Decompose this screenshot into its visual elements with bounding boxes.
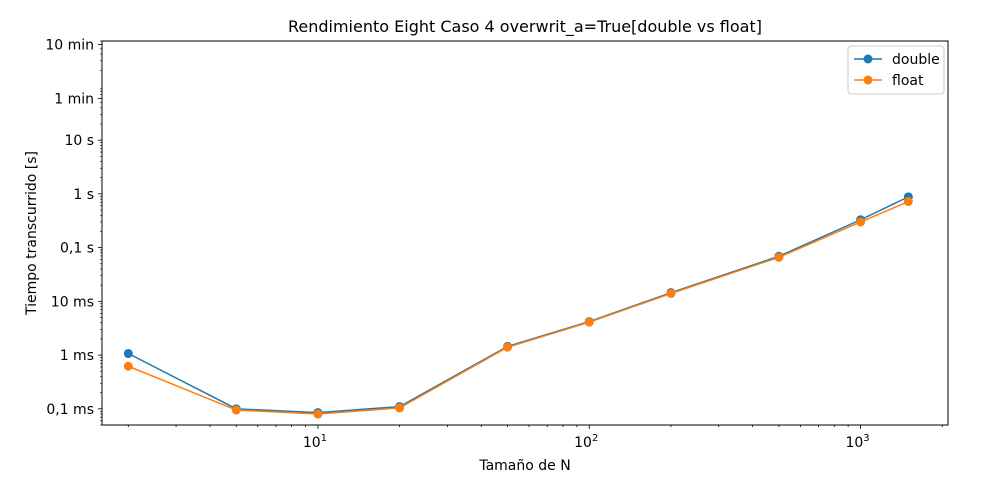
y-tick-label: 1 min [54, 91, 94, 107]
data-point-float [856, 217, 866, 227]
legend: double float [847, 45, 945, 95]
plot-area-frame [101, 40, 949, 426]
legend-swatch-marker [863, 75, 873, 85]
data-point-float [774, 252, 784, 262]
data-point-float [395, 403, 405, 413]
legend-swatch-marker [863, 54, 873, 64]
data-point-float [666, 289, 676, 299]
y-axis-ticks: 0,1 ms 1 ms 10 ms 0,1 s 1 s 10 s 1 min 10 min [45, 38, 102, 426]
x-tick-exponent: 2 [592, 433, 598, 444]
y-tick-label: 10 min [45, 38, 94, 54]
data-point-float [903, 197, 913, 207]
data-point-float [313, 409, 323, 419]
data-point-float [231, 405, 241, 415]
data-point-float [503, 342, 513, 352]
chart-title: Rendimiento Eight Caso 4 overwrit_a=True… [288, 17, 762, 37]
series-layer [123, 192, 913, 419]
legend-label: float [892, 73, 924, 89]
y-tick-label: 10 ms [51, 294, 94, 310]
data-point-float [584, 317, 594, 327]
y-tick-label: 0,1 s [60, 241, 94, 257]
y-tick-label: 10 s [64, 133, 94, 149]
x-axis-label: Tamaño de N [478, 458, 570, 474]
series-line-float [128, 200, 909, 415]
y-axis-label: Tiempo transcurrido [s] [24, 151, 40, 316]
y-tick-label: 1 s [73, 187, 94, 203]
x-tick-exponent: 3 [863, 433, 869, 444]
x-tick-exponent: 1 [321, 433, 327, 444]
legend-label: double [892, 52, 940, 68]
y-tick-label: 1 ms [60, 348, 94, 364]
data-point-float [123, 361, 133, 371]
data-point-double [123, 349, 133, 359]
y-tick-label: 0,1 ms [46, 402, 94, 418]
